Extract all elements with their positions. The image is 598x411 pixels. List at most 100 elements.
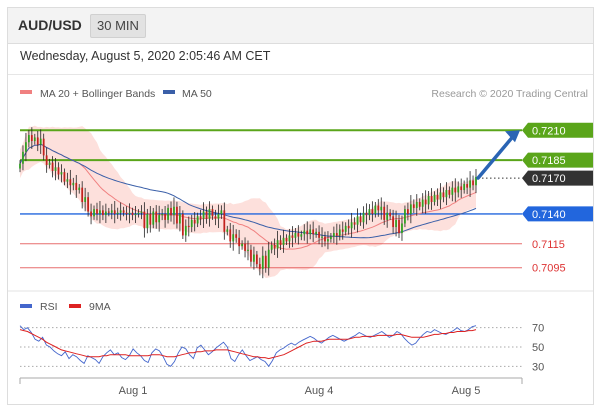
candle-body: [181, 213, 184, 236]
candle: [214, 209, 217, 226]
candle: [312, 221, 315, 243]
candle: [241, 240, 243, 250]
candle: [330, 233, 332, 243]
candle-body: [199, 216, 202, 219]
candle-body: [54, 167, 57, 171]
candle-body: [457, 186, 460, 193]
candle: [439, 183, 442, 209]
forecast-arrow-head: [505, 130, 520, 143]
candle: [140, 205, 143, 220]
candle: [303, 224, 306, 241]
candle: [99, 201, 101, 224]
candle: [258, 257, 261, 276]
candle: [155, 205, 158, 229]
candle: [57, 162, 60, 180]
candle-body: [107, 211, 110, 213]
support-level-label: 0.7115: [532, 239, 565, 251]
candle: [253, 246, 255, 270]
candle: [338, 224, 341, 241]
current-level-tag: [522, 170, 593, 186]
candle-body: [273, 244, 276, 249]
candle: [134, 206, 137, 224]
candle-body: [276, 240, 279, 249]
candle: [25, 132, 27, 162]
candle-body: [409, 204, 412, 214]
candle-body: [173, 206, 175, 216]
candle-body: [176, 206, 178, 224]
candle: [362, 206, 365, 229]
price-panel: 0.7210 0.7185 0.7170 0.7140 0.7115 0.7095: [19, 122, 593, 279]
candle: [107, 207, 110, 217]
candle: [173, 197, 175, 225]
candle-body: [63, 172, 66, 182]
candle-body: [146, 213, 149, 229]
candle-body: [451, 187, 454, 195]
candle: [87, 192, 89, 217]
candle: [128, 203, 131, 224]
candle-body: [267, 249, 270, 268]
candle-body: [184, 225, 187, 236]
header-divider: [8, 74, 593, 75]
candle-body: [448, 190, 451, 195]
candle: [421, 193, 424, 214]
candle-body: [436, 194, 439, 200]
candle-body: [285, 237, 288, 242]
candle-body: [327, 239, 329, 242]
candle: [69, 169, 72, 195]
candle-body: [125, 212, 128, 214]
candle: [42, 133, 45, 161]
candle-body: [99, 210, 101, 214]
candle-body: [247, 249, 249, 251]
candle-body: [36, 137, 39, 145]
candle-body: [404, 209, 406, 224]
candle: [315, 228, 317, 238]
ma20-line: [19, 143, 477, 250]
ma50-line: [19, 143, 477, 239]
candle: [466, 177, 469, 195]
candle-body: [365, 212, 368, 216]
candle-body: [104, 211, 107, 216]
candle-body: [179, 213, 181, 224]
candle-body: [418, 201, 421, 207]
candle: [238, 229, 241, 255]
candle-body: [75, 182, 78, 191]
candle: [469, 171, 471, 197]
candle-body: [232, 234, 235, 242]
candle-body: [131, 212, 134, 216]
candle-body: [119, 210, 122, 213]
candle: [164, 206, 166, 228]
candle-body: [66, 179, 69, 182]
candle-body: [226, 229, 229, 232]
resistance-level-tag: [522, 152, 593, 168]
candle-body: [463, 184, 466, 191]
candle: [250, 244, 252, 267]
candle-body: [309, 229, 312, 235]
timeframe-badge[interactable]: 30 MIN: [90, 14, 146, 38]
candle-body: [362, 212, 365, 223]
candle: [223, 202, 226, 240]
candle: [448, 186, 451, 199]
candle-body: [170, 207, 172, 216]
candle-body: [377, 205, 380, 211]
candle-body: [386, 212, 389, 220]
candle-body: [439, 192, 442, 200]
ma9-legend-swatch: [69, 304, 81, 308]
x-tick-label: Aug 4: [305, 385, 334, 397]
rsi-tick-label: 70: [532, 323, 544, 335]
candle-body: [401, 223, 403, 234]
candle: [460, 178, 463, 198]
candle: [167, 204, 169, 224]
candle: [264, 250, 267, 273]
candle-body: [39, 138, 42, 145]
ma50-legend-label: MA 50: [182, 88, 212, 100]
candle-body: [344, 225, 347, 232]
candle-body: [253, 254, 255, 262]
candle-body: [469, 180, 471, 188]
candle: [187, 216, 190, 237]
candle: [33, 133, 36, 145]
x-tick-label: Aug 1: [119, 385, 148, 397]
candle-body: [312, 229, 315, 235]
candle-body: [137, 212, 140, 214]
candle: [179, 206, 181, 232]
